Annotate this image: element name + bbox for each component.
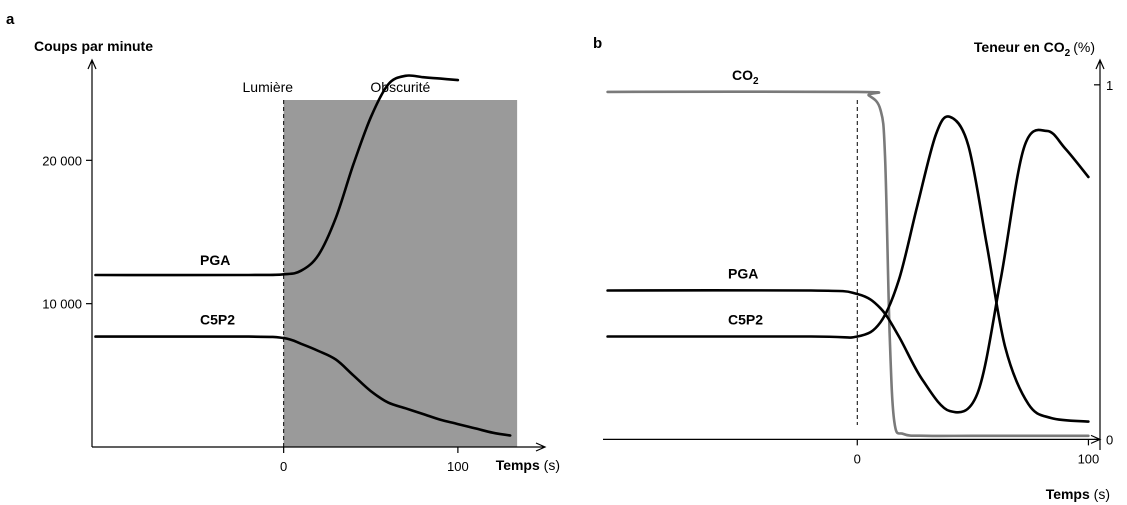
series-line-c5p2 xyxy=(606,115,1090,423)
series-line-pga xyxy=(606,128,1090,414)
series-label-c5p2: C5P2 xyxy=(200,312,235,328)
y-tick-label: 1 xyxy=(1106,78,1113,93)
x-axis xyxy=(92,442,547,452)
series-label-co2-subscript: 2 xyxy=(753,76,759,87)
series-label-c5p2: C5P2 xyxy=(728,312,763,328)
y-axis-unit: (%) xyxy=(1073,39,1095,55)
x-axis-title: Temps (s) xyxy=(496,457,560,473)
x-tick-label: 100 xyxy=(447,459,469,474)
panel-a-letter: a xyxy=(6,11,15,28)
panel-b: b Teneur en CO2 (%) 010 100 CO2 PGA C5P2 T… xyxy=(593,35,1113,502)
y-axis-title-text: Teneur en CO xyxy=(974,39,1065,55)
series-label-pga: PGA xyxy=(200,252,230,268)
y-axis xyxy=(1095,58,1105,450)
x-axis-unit: (s) xyxy=(544,457,560,473)
y-axis-title: Coups par minute xyxy=(34,38,153,54)
x-axis-title-text: Temps xyxy=(1046,486,1090,502)
phase-label-light: Lumière xyxy=(243,79,294,95)
y-tick-label: 0 xyxy=(1106,432,1113,447)
panel-b-letter: b xyxy=(593,35,602,52)
x-tick-label: 0 xyxy=(854,451,861,466)
series-line-co2 xyxy=(606,90,1090,438)
series-label-co2: CO2 xyxy=(732,67,759,87)
x-axis-title: Temps (s) xyxy=(1046,486,1110,502)
x-tick-label: 100 xyxy=(1078,451,1100,466)
y-axis xyxy=(87,58,97,447)
x-axis-title-text: Temps xyxy=(496,457,540,473)
dark-phase-shading xyxy=(283,100,518,447)
series-line-pga xyxy=(94,74,460,277)
y-axis-title: Teneur en CO2 (%) xyxy=(974,39,1095,59)
series-label-co2-text: CO xyxy=(732,67,753,83)
phase-label-dark: Obscurité xyxy=(370,79,430,95)
series-line-c5p2 xyxy=(94,335,512,437)
y-axis-title-subscript: 2 xyxy=(1065,48,1071,59)
y-tick-label: 20 000 xyxy=(42,153,82,168)
tick-group: 0 1 0 100 xyxy=(854,78,1114,467)
tick-group: 10 000 20 000 0 100 xyxy=(42,153,469,474)
panel-a: a Coups par minute Lumière Obscurité 10 … xyxy=(6,11,560,474)
y-tick-label: 10 000 xyxy=(42,297,82,312)
x-axis-unit: (s) xyxy=(1094,486,1110,502)
series-label-pga: PGA xyxy=(728,265,758,281)
x-tick-label: 0 xyxy=(280,459,287,474)
